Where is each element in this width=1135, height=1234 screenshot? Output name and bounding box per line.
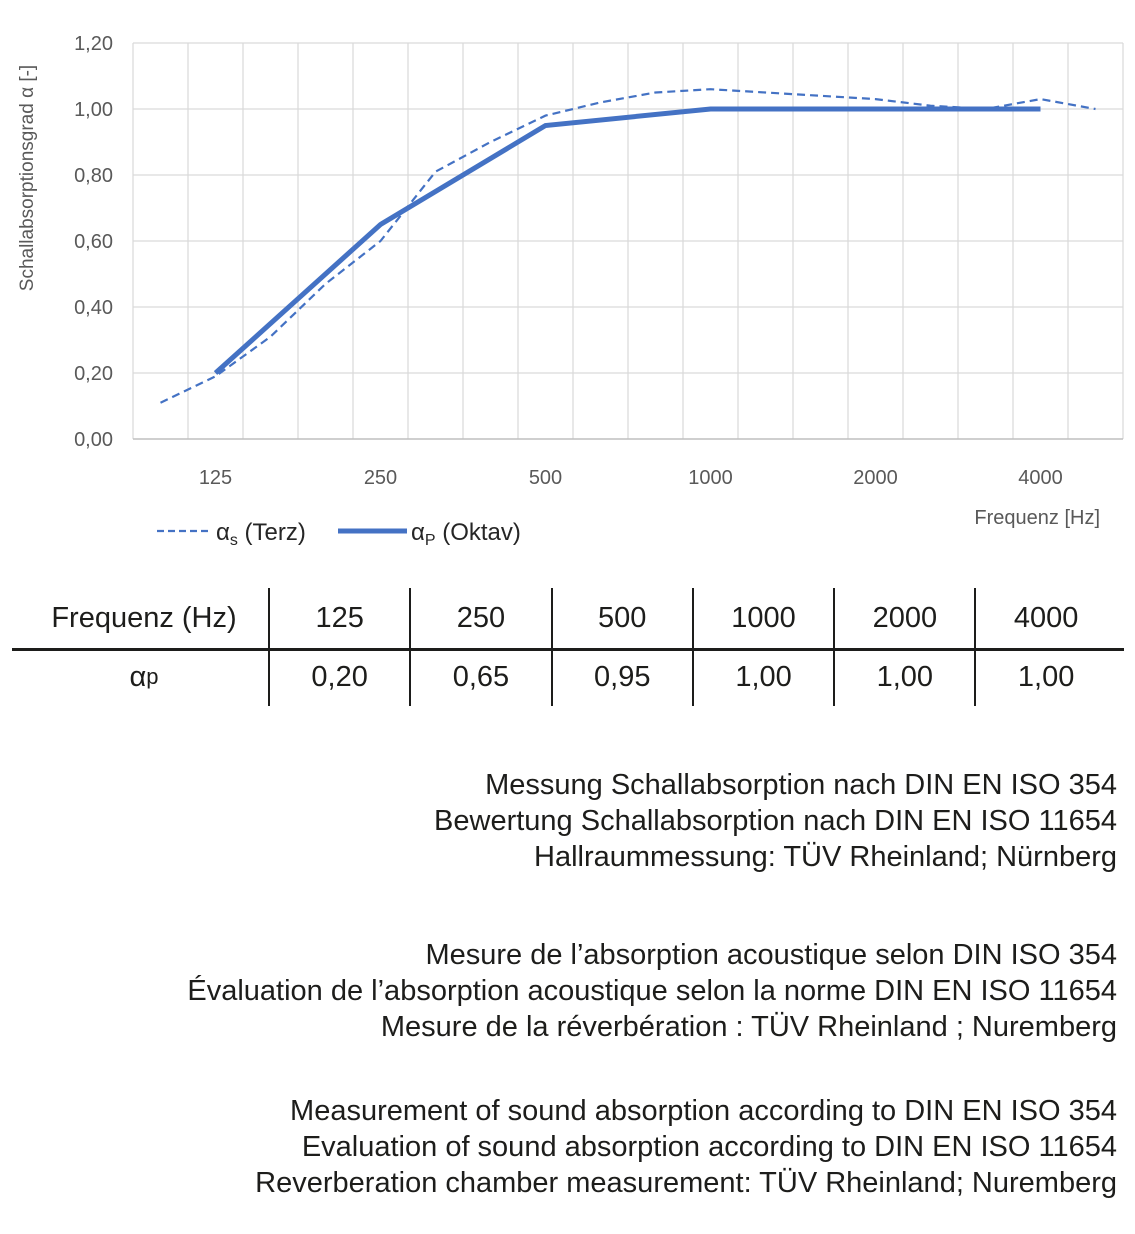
y-tick-label: 0,40: [74, 297, 113, 319]
legend: αs (Terz) αP (Oktav): [157, 519, 521, 549]
y-tick-label: 0,80: [74, 165, 113, 187]
y-tick-label: 1,00: [74, 99, 113, 121]
note-line: Mesure de l’absorption acoustique selon …: [425, 939, 1117, 971]
note-line: Measurement of sound absorption accordin…: [290, 1095, 1117, 1127]
x-tick-label: 125: [199, 467, 232, 489]
note-line: Messung Schallabsorption nach DIN EN ISO…: [485, 769, 1117, 801]
table-value-cell: 1,00: [974, 648, 1115, 706]
note-line: Bewertung Schallabsorption nach DIN EN I…: [434, 805, 1117, 837]
x-tick-label: 250: [364, 467, 397, 489]
absorption-chart-svg: 0,00 0,20 0,40 0,60 0,80 1,00 1,20 125 250 500 100…: [17, 33, 1124, 549]
x-tick-label: 1000: [688, 467, 733, 489]
note-line: Hallraummessung: TÜV Rheinland; Nürnberg: [534, 841, 1117, 873]
notes-german: Messung Schallabsorption nach DIN EN ISO…: [0, 767, 1117, 875]
legend-label-terz: αs (Terz): [216, 519, 306, 549]
notes-english: Measurement of sound absorption accordin…: [0, 1093, 1117, 1201]
x-tick-label: 2000: [853, 467, 898, 489]
table-header-row: Frequenz (Hz) 125 250 500 1000 2000 4000: [20, 588, 1116, 648]
table-header-cell: 500: [550, 588, 692, 648]
y-tick-label: 1,20: [74, 33, 113, 55]
note-line: Evaluation of sound absorption according…: [301, 1131, 1117, 1163]
absorption-table: Frequenz (Hz) 125 250 500 1000 2000 4000…: [12, 588, 1124, 706]
note-line: Mesure de la réverbération : TÜV Rheinla…: [380, 1011, 1117, 1043]
x-tick-label: 4000: [1018, 467, 1063, 489]
table-header-cell: 4000: [974, 588, 1115, 648]
table-header-cell: 250: [409, 588, 550, 648]
legend-label-oktav: αP (Oktav): [411, 519, 521, 549]
table-value-cell: 1,00: [833, 648, 974, 706]
x-axis-title: Frequenz [Hz]: [974, 507, 1100, 529]
terz-series-line: [160, 88, 1096, 404]
oktav-series-line: [213, 106, 1041, 375]
y-tick-label: 0,20: [74, 363, 113, 385]
table-header-cell: 2000: [833, 588, 974, 648]
x-tick-labels: 125 250 500 1000 2000 4000: [199, 467, 1063, 489]
y-axis-title: Schallabsorptionsgrad α [-]: [17, 65, 38, 291]
table-value-cell: 0,65: [409, 648, 550, 706]
table-value-cell: 0,95: [550, 648, 692, 706]
table-header-cell: 125: [268, 588, 409, 648]
table-divider-line: [12, 648, 1124, 651]
y-tick-label: 0,60: [74, 231, 113, 253]
y-tick-label: 0,00: [74, 429, 113, 451]
table-value-cell: 0,20: [268, 648, 409, 706]
note-line: Reverberation chamber measurement: TÜV R…: [255, 1167, 1117, 1199]
x-tick-label: 500: [529, 467, 562, 489]
y-tick-labels: 0,00 0,20 0,40 0,60 0,80 1,00 1,20: [74, 33, 113, 451]
table-header-cell: 1000: [691, 588, 833, 648]
table-value-cell: 1,00: [691, 648, 833, 706]
notes-french: Mesure de l’absorption acoustique selon …: [0, 937, 1117, 1045]
note-line: Évaluation de l’absorption acoustique se…: [187, 975, 1117, 1007]
table-header-frequency: Frequenz (Hz): [51, 601, 237, 634]
absorption-chart: 0,00 0,20 0,40 0,60 0,80 1,00 1,20 125 250 500 100…: [0, 0, 1135, 560]
alpha-symbol: α: [129, 660, 147, 693]
